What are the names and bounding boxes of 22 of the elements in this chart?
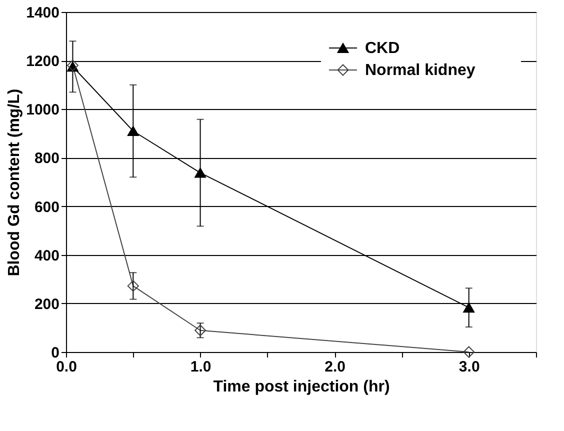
y-tick-label: 200 bbox=[34, 296, 60, 313]
x-tick-label: 0.0 bbox=[56, 358, 77, 376]
point bbox=[463, 302, 475, 313]
point bbox=[127, 126, 139, 136]
legend-label: Normal kidney bbox=[365, 62, 476, 79]
point bbox=[463, 346, 475, 358]
y-tick-label: 1000 bbox=[26, 102, 60, 119]
point bbox=[194, 324, 206, 336]
x-tick-label: 2.0 bbox=[324, 358, 346, 376]
legend-label: CKD bbox=[365, 40, 400, 57]
x-tick-label: 1.0 bbox=[190, 358, 212, 376]
y-axis-title: Blood Gd content (mg/L) bbox=[6, 88, 24, 276]
y-tick-label: 800 bbox=[34, 150, 60, 168]
y-tick-label: 0 bbox=[51, 344, 60, 362]
y-tick-label: 400 bbox=[34, 247, 60, 264]
point bbox=[194, 168, 206, 178]
x-tick-label: 3.0 bbox=[458, 358, 480, 376]
y-tick-label: 1400 bbox=[26, 4, 60, 22]
x-axis-title: Time post injection (hr) bbox=[213, 378, 390, 396]
point bbox=[127, 280, 139, 292]
y-tick-label: 600 bbox=[34, 198, 60, 216]
y-tick-label: 1200 bbox=[26, 53, 60, 70]
